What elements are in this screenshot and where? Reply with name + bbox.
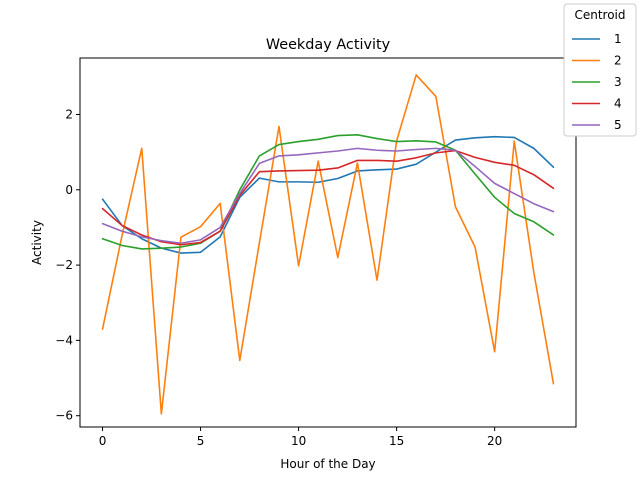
x-tick-label: 20 [487, 434, 502, 448]
legend-label-1: 1 [614, 32, 622, 46]
legend-title: Centroid [574, 8, 625, 22]
series-line-3 [101, 134, 555, 250]
legend-label-2: 2 [614, 54, 622, 68]
series-line-5 [101, 147, 555, 245]
x-axis-ticks: 0 5 10 15 20 [99, 427, 502, 448]
legend-label-3: 3 [614, 75, 622, 89]
y-tick-label: −2 [55, 258, 73, 272]
x-tick-label: 5 [197, 434, 205, 448]
x-tick-label: 0 [99, 434, 107, 448]
legend-label-4: 4 [614, 97, 622, 111]
legend: Centroid 1 2 3 4 5 [563, 3, 637, 137]
series-line-1 [101, 135, 555, 254]
legend-items: 1 2 3 4 5 [572, 32, 622, 132]
y-tick-label: 2 [65, 107, 73, 121]
series-line-4 [101, 149, 555, 246]
axes-frame [79, 57, 577, 428]
plot-series-group [101, 74, 555, 415]
x-tick-label: 10 [291, 434, 306, 448]
x-axis-label: Hour of the Day [280, 457, 375, 471]
y-tick-label: −4 [55, 333, 73, 347]
y-axis-ticks: −6 −4 −2 0 2 [55, 107, 80, 423]
legend-box [563, 3, 637, 137]
series-line-2 [101, 74, 555, 415]
chart-title: Weekday Activity [266, 37, 391, 53]
x-tick-label: 15 [389, 434, 404, 448]
legend-label-5: 5 [614, 118, 622, 132]
y-tick-label: −6 [55, 409, 73, 423]
y-tick-label: 0 [65, 183, 73, 197]
y-axis-label: Activity [30, 220, 44, 265]
